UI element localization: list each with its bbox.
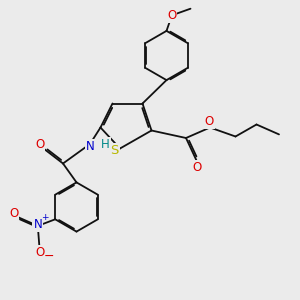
Text: H: H xyxy=(101,138,110,151)
Text: −: − xyxy=(44,250,54,263)
Text: O: O xyxy=(193,160,202,174)
Text: N: N xyxy=(33,218,42,231)
Text: O: O xyxy=(9,207,18,220)
Text: O: O xyxy=(205,115,214,128)
Text: N: N xyxy=(86,140,95,153)
Text: O: O xyxy=(35,138,44,152)
Text: O: O xyxy=(36,245,45,259)
Text: O: O xyxy=(167,9,176,22)
Text: +: + xyxy=(40,213,48,222)
Text: S: S xyxy=(110,144,119,157)
